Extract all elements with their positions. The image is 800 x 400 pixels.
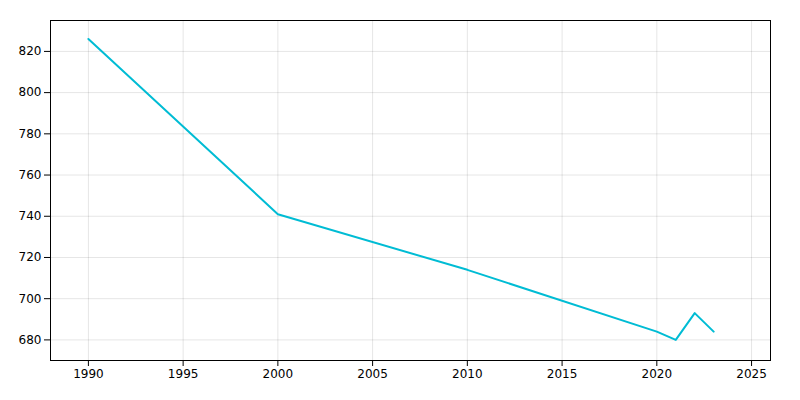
svg-text:2015: 2015 bbox=[547, 367, 578, 381]
svg-text:2010: 2010 bbox=[452, 367, 483, 381]
svg-text:1995: 1995 bbox=[168, 367, 199, 381]
svg-text:780: 780 bbox=[19, 127, 42, 141]
svg-text:760: 760 bbox=[19, 168, 42, 182]
svg-text:2000: 2000 bbox=[263, 367, 294, 381]
svg-text:1990: 1990 bbox=[73, 367, 104, 381]
svg-text:2020: 2020 bbox=[642, 367, 673, 381]
svg-text:2005: 2005 bbox=[357, 367, 388, 381]
svg-text:800: 800 bbox=[19, 85, 42, 99]
svg-text:2025: 2025 bbox=[736, 367, 767, 381]
svg-text:720: 720 bbox=[19, 250, 42, 264]
svg-text:680: 680 bbox=[19, 333, 42, 347]
svg-text:740: 740 bbox=[19, 209, 42, 223]
svg-text:820: 820 bbox=[19, 44, 42, 58]
svg-text:700: 700 bbox=[19, 292, 42, 306]
